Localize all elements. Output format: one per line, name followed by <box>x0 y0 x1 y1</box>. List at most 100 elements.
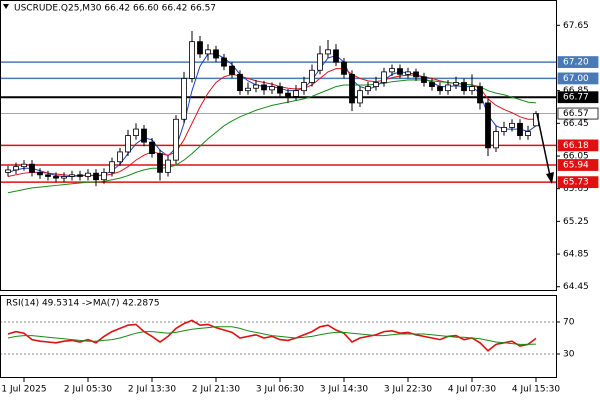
candle-body <box>325 49 331 55</box>
price-panel: 67.65 66.85 66.45 66.05 65.65 65.25 64.85 64.45… <box>0 21 599 292</box>
candle-body <box>189 41 195 79</box>
x-tick-label: 2 Jul 05:30 <box>64 385 113 395</box>
candle-body <box>277 86 283 94</box>
level-label-box <box>557 107 599 120</box>
candle-body <box>293 90 299 97</box>
price-frame <box>0 0 557 291</box>
arrow-line <box>536 113 551 177</box>
x-tick-label: 2 Jul 21:30 <box>192 385 241 395</box>
x-tick-label: 3 Jul 22:30 <box>384 385 433 395</box>
rsi-panel: 70 30 <box>0 318 575 360</box>
candle-body <box>469 86 475 92</box>
candle-body <box>45 174 51 177</box>
x-tick-label: 4 Jul 15:30 <box>512 385 561 395</box>
rsi-title: RSI(14) 49.5314 ->MA(7) 42.2875 <box>6 299 160 309</box>
candle-body <box>245 87 251 92</box>
candle-body <box>101 171 107 181</box>
level-label: 66.18 <box>563 141 589 151</box>
candle-body <box>253 84 259 89</box>
level-label-box <box>557 72 599 85</box>
chart-title: USCRUDE.Q25,M30 66.42 66.60 66.42 66.57 <box>14 4 216 14</box>
candle-body <box>133 128 139 137</box>
candle-body <box>525 131 531 137</box>
level-label-box <box>557 139 599 152</box>
rsi-frame <box>0 295 557 378</box>
candle-body <box>405 71 411 75</box>
candle-body <box>317 53 323 71</box>
candle-body <box>429 82 435 87</box>
x-tick-label: 2 Jul 13:30 <box>128 385 177 395</box>
candle-body <box>157 153 163 173</box>
candle-body <box>485 102 491 149</box>
level-label: 65.73 <box>563 178 589 188</box>
candle-body <box>269 86 275 91</box>
level-label-box <box>557 56 599 68</box>
y-tick-label: 66.45 <box>563 119 589 129</box>
rsi-line <box>7 326 537 345</box>
candle-body <box>373 82 379 87</box>
candle-body <box>77 174 83 177</box>
y-tick-label: 65.65 <box>563 184 589 194</box>
candle-body <box>53 176 59 179</box>
candle-body <box>125 135 131 153</box>
candle-body <box>229 65 235 75</box>
candle-body <box>397 68 403 75</box>
candle-body <box>21 163 27 168</box>
candle-body <box>381 71 387 83</box>
x-tick-label: 1 Jul 2025 <box>1 385 46 395</box>
candle-body <box>109 161 115 173</box>
candle-body <box>445 84 451 92</box>
candle-body <box>93 172 99 181</box>
candle-body <box>261 84 267 91</box>
candle-body <box>181 78 187 120</box>
y-tick-label: 30 <box>563 350 575 360</box>
candle-body <box>389 68 395 73</box>
candle-body <box>477 86 483 104</box>
candle-body <box>517 122 523 137</box>
candle-body <box>149 141 155 154</box>
candle-body <box>437 86 443 92</box>
candle-body <box>61 176 67 179</box>
candle-body <box>221 57 227 67</box>
candle-body <box>213 49 219 59</box>
candle-body <box>333 49 339 63</box>
level-label: 66.77 <box>563 93 589 103</box>
arrow-head <box>546 172 554 184</box>
title-marker <box>3 4 9 9</box>
candle-body <box>141 128 147 143</box>
candle-body <box>197 41 203 55</box>
candle-body <box>493 131 499 149</box>
candle-body <box>117 151 123 163</box>
y-tick-label: 70 <box>563 318 575 328</box>
x-tick-label: 3 Jul 06:30 <box>256 385 305 395</box>
y-tick-label: 67.65 <box>563 21 589 31</box>
x-tick-label: 4 Jul 07:30 <box>448 385 497 395</box>
candle-body <box>357 90 363 104</box>
candle-body <box>461 82 467 92</box>
candle-body <box>205 49 211 55</box>
y-tick-label: 66.05 <box>563 152 589 162</box>
candle-body <box>37 171 43 176</box>
candle-body <box>509 122 515 128</box>
candle-body <box>501 127 507 132</box>
level-label-box <box>557 159 599 171</box>
candle-body <box>421 76 427 83</box>
y-tick-label: 64.85 <box>563 250 589 260</box>
y-tick-label: 65.25 <box>563 217 589 227</box>
candle-body <box>309 69 315 83</box>
level-label-box <box>557 91 599 104</box>
candle-body <box>365 86 371 92</box>
level-label-box <box>557 176 599 189</box>
candle-body <box>301 82 307 92</box>
candle-body <box>69 174 75 177</box>
level-label: 65.94 <box>563 161 589 171</box>
candle-body <box>173 118 179 161</box>
x-tick-label: 3 Jul 14:30 <box>320 385 369 395</box>
level-label: 66.57 <box>563 109 589 119</box>
candle-body <box>5 169 11 173</box>
candle-body <box>349 73 355 104</box>
candle-body <box>237 73 243 92</box>
candle-body <box>29 163 35 173</box>
candle-body <box>13 166 19 171</box>
